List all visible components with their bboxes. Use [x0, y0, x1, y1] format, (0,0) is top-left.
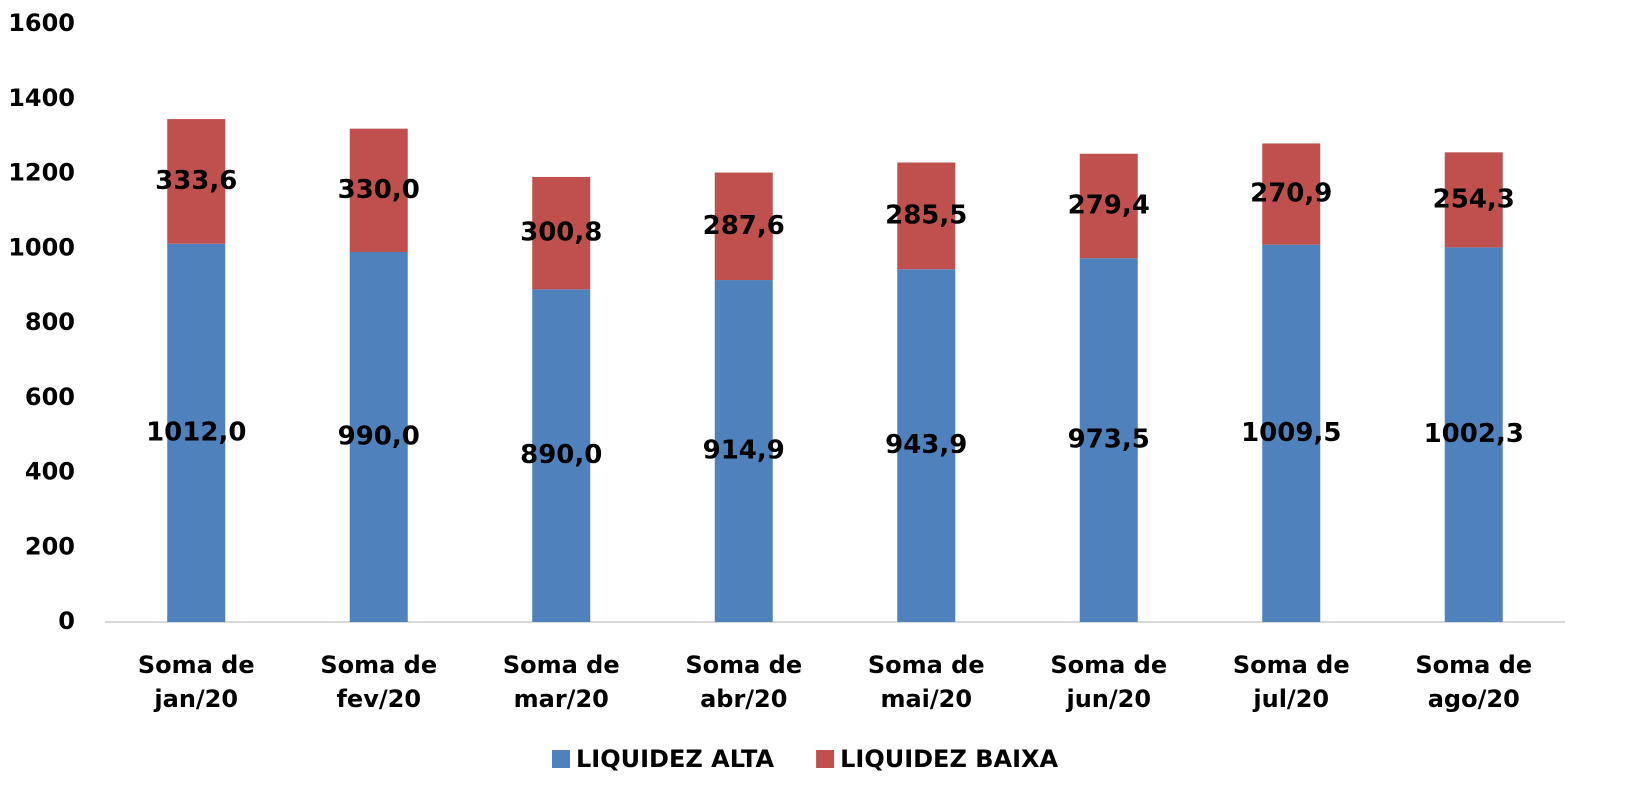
legend-swatch	[552, 750, 570, 768]
data-label: 943,9	[885, 430, 967, 460]
legend-label: LIQUIDEZ BAIXA	[840, 745, 1058, 773]
bar-segment	[532, 176, 591, 290]
bar-segment	[167, 119, 226, 244]
y-tick-label: 1600	[8, 9, 75, 37]
data-label: 1002,3	[1424, 419, 1524, 449]
bar-segment	[349, 128, 408, 252]
y-tick-label: 400	[25, 458, 75, 486]
data-label: 890,0	[520, 440, 602, 470]
bar-segment	[1444, 247, 1503, 622]
data-label: 300,8	[520, 218, 602, 248]
y-tick-label: 1200	[8, 159, 75, 187]
data-label: 254,3	[1433, 184, 1515, 214]
bar-segment	[1262, 143, 1321, 245]
x-tick-label: Soma de fev/20	[320, 651, 438, 713]
bar-segment	[714, 172, 773, 281]
y-tick-label: 200	[25, 532, 75, 560]
bar-segment	[897, 269, 956, 622]
data-label: 270,9	[1250, 179, 1332, 209]
data-label: 973,5	[1068, 425, 1150, 455]
bar-segment	[1262, 244, 1321, 622]
bar-segment	[897, 162, 956, 270]
data-label: 1009,5	[1241, 418, 1341, 448]
x-tick-label: Soma de abr/20	[685, 651, 803, 713]
bar-segment	[1079, 153, 1138, 259]
x-tick-label: Soma de jul/20	[1232, 651, 1350, 713]
bar-segment	[349, 251, 408, 623]
bar-segment	[1444, 152, 1503, 248]
data-label: 285,5	[885, 200, 967, 230]
y-tick-label: 1400	[8, 84, 75, 112]
bar-segment	[714, 280, 773, 622]
y-tick-label: 800	[25, 308, 75, 336]
legend-swatch	[816, 750, 835, 768]
data-label: 1012,0	[146, 417, 246, 447]
data-label: 914,9	[703, 436, 785, 466]
data-label: 279,4	[1068, 190, 1150, 220]
legend-label: LIQUIDEZ ALTA	[576, 745, 775, 773]
data-label: 287,6	[703, 211, 785, 241]
x-tick-label: Soma de mai/20	[867, 651, 985, 713]
bar-segment	[532, 289, 591, 622]
bar-segment	[1079, 258, 1138, 622]
x-tick-label: Soma de jun/20	[1050, 651, 1168, 713]
x-tick-label: Soma de jan/20	[137, 651, 255, 713]
y-tick-label: 1000	[8, 233, 75, 261]
data-label: 990,0	[338, 421, 420, 451]
bar-segment	[167, 243, 226, 622]
y-tick-label: 600	[25, 383, 75, 411]
data-label: 333,6	[155, 166, 237, 196]
x-tick-label: Soma de ago/20	[1415, 651, 1533, 713]
x-tick-label: Soma de mar/20	[502, 651, 620, 713]
data-label: 330,0	[338, 175, 420, 205]
y-tick-label: 0	[58, 607, 75, 635]
